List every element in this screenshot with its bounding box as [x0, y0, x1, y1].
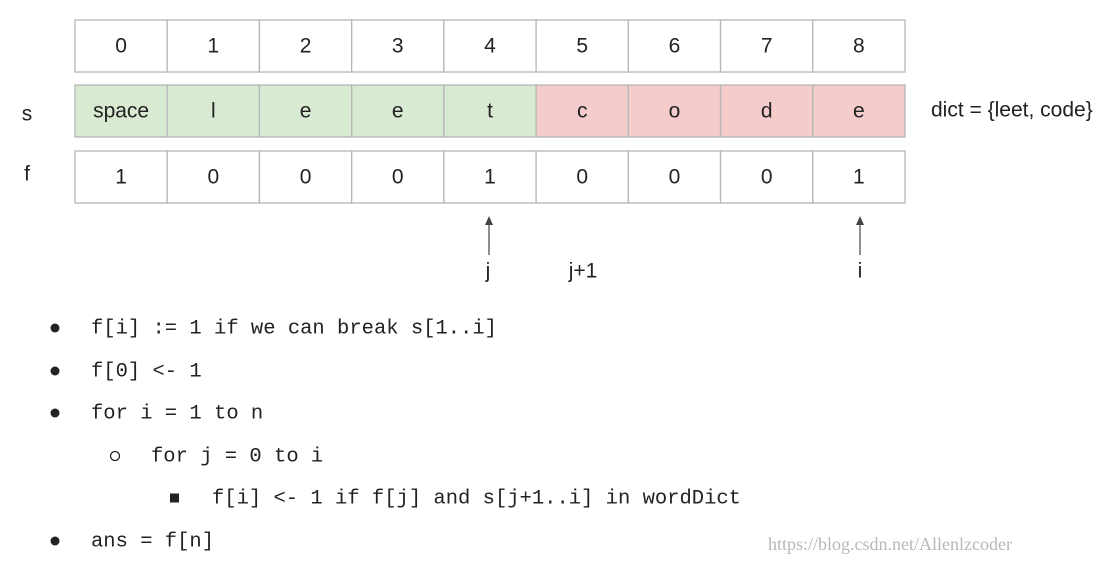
cell: [258, 150, 353, 204]
cell-text: 1: [853, 166, 865, 189]
cell-text: 1: [115, 166, 127, 189]
cell: [258, 84, 353, 138]
bullet: [50, 408, 60, 418]
cell: [719, 150, 814, 204]
cell: [443, 150, 537, 204]
cell: [627, 19, 722, 73]
cell-text: space: [93, 100, 149, 123]
cell-text: 6: [669, 35, 681, 58]
code-line: f[i] <- 1 if f[j] and s[j+1..i] in wordD…: [212, 487, 741, 510]
cell-text: 1: [207, 35, 219, 58]
cell: [74, 84, 168, 138]
code-line: f[i] := 1 if we can break s[1..i]: [91, 317, 497, 340]
cell: [812, 84, 906, 138]
cell: [535, 84, 629, 138]
pointer-label: i: [858, 260, 863, 283]
cell: [166, 19, 261, 73]
cell: [812, 150, 906, 204]
cell-text: d: [761, 100, 773, 123]
cell-text: t: [487, 100, 493, 123]
arrow-head: [856, 216, 864, 225]
cell-text: o: [669, 100, 681, 123]
cell-text: 0: [669, 166, 681, 189]
cell-text: 4: [484, 35, 496, 58]
watermark: https://blog.csdn.net/Allenlzcoder: [768, 534, 1012, 554]
code-line: ans = f[n]: [91, 530, 214, 553]
cell-text: 7: [761, 35, 773, 58]
cell: [74, 19, 168, 73]
cell-text: 0: [115, 35, 127, 58]
cell: [258, 19, 353, 73]
cell: [812, 19, 906, 73]
cell: [351, 150, 445, 204]
cell-text: 0: [207, 166, 219, 189]
cell: [351, 19, 445, 73]
code-line: f[0] <- 1: [91, 360, 202, 383]
cell-text: e: [853, 100, 865, 123]
cell-text: 3: [392, 35, 404, 58]
cell-text: 2: [300, 35, 312, 58]
bullet: [109, 450, 121, 462]
cell: [719, 19, 814, 73]
cell-text: 0: [761, 166, 773, 189]
row-label: f: [24, 163, 30, 186]
dict-label: dict = {leet, code}: [931, 99, 1093, 122]
bullet: [50, 536, 60, 546]
cell: [166, 150, 261, 204]
bullet: [50, 323, 60, 333]
cell-text: 8: [853, 35, 865, 58]
code-line: for j = 0 to i: [151, 445, 323, 468]
row-label: s: [22, 103, 33, 126]
code-line: for i = 1 to n: [91, 402, 263, 425]
pointer-label: j: [485, 260, 491, 283]
cell-text: 0: [392, 166, 404, 189]
cell-text: 5: [576, 35, 588, 58]
bullet: [170, 493, 179, 503]
cell: [166, 84, 261, 138]
pointer-label: j+1: [568, 260, 598, 283]
bullet: [50, 366, 60, 376]
cell-text: 0: [576, 166, 588, 189]
cell: [443, 84, 537, 138]
cell: [535, 19, 629, 73]
cell: [535, 150, 629, 204]
cell-text: l: [211, 100, 216, 123]
cell-text: c: [577, 100, 588, 123]
cell-text: e: [392, 100, 404, 123]
cell-text: 1: [484, 166, 496, 189]
cell-text: 0: [300, 166, 312, 189]
arrow-head: [485, 216, 493, 225]
cell: [719, 84, 814, 138]
cell: [627, 84, 722, 138]
cell-text: e: [300, 100, 312, 123]
